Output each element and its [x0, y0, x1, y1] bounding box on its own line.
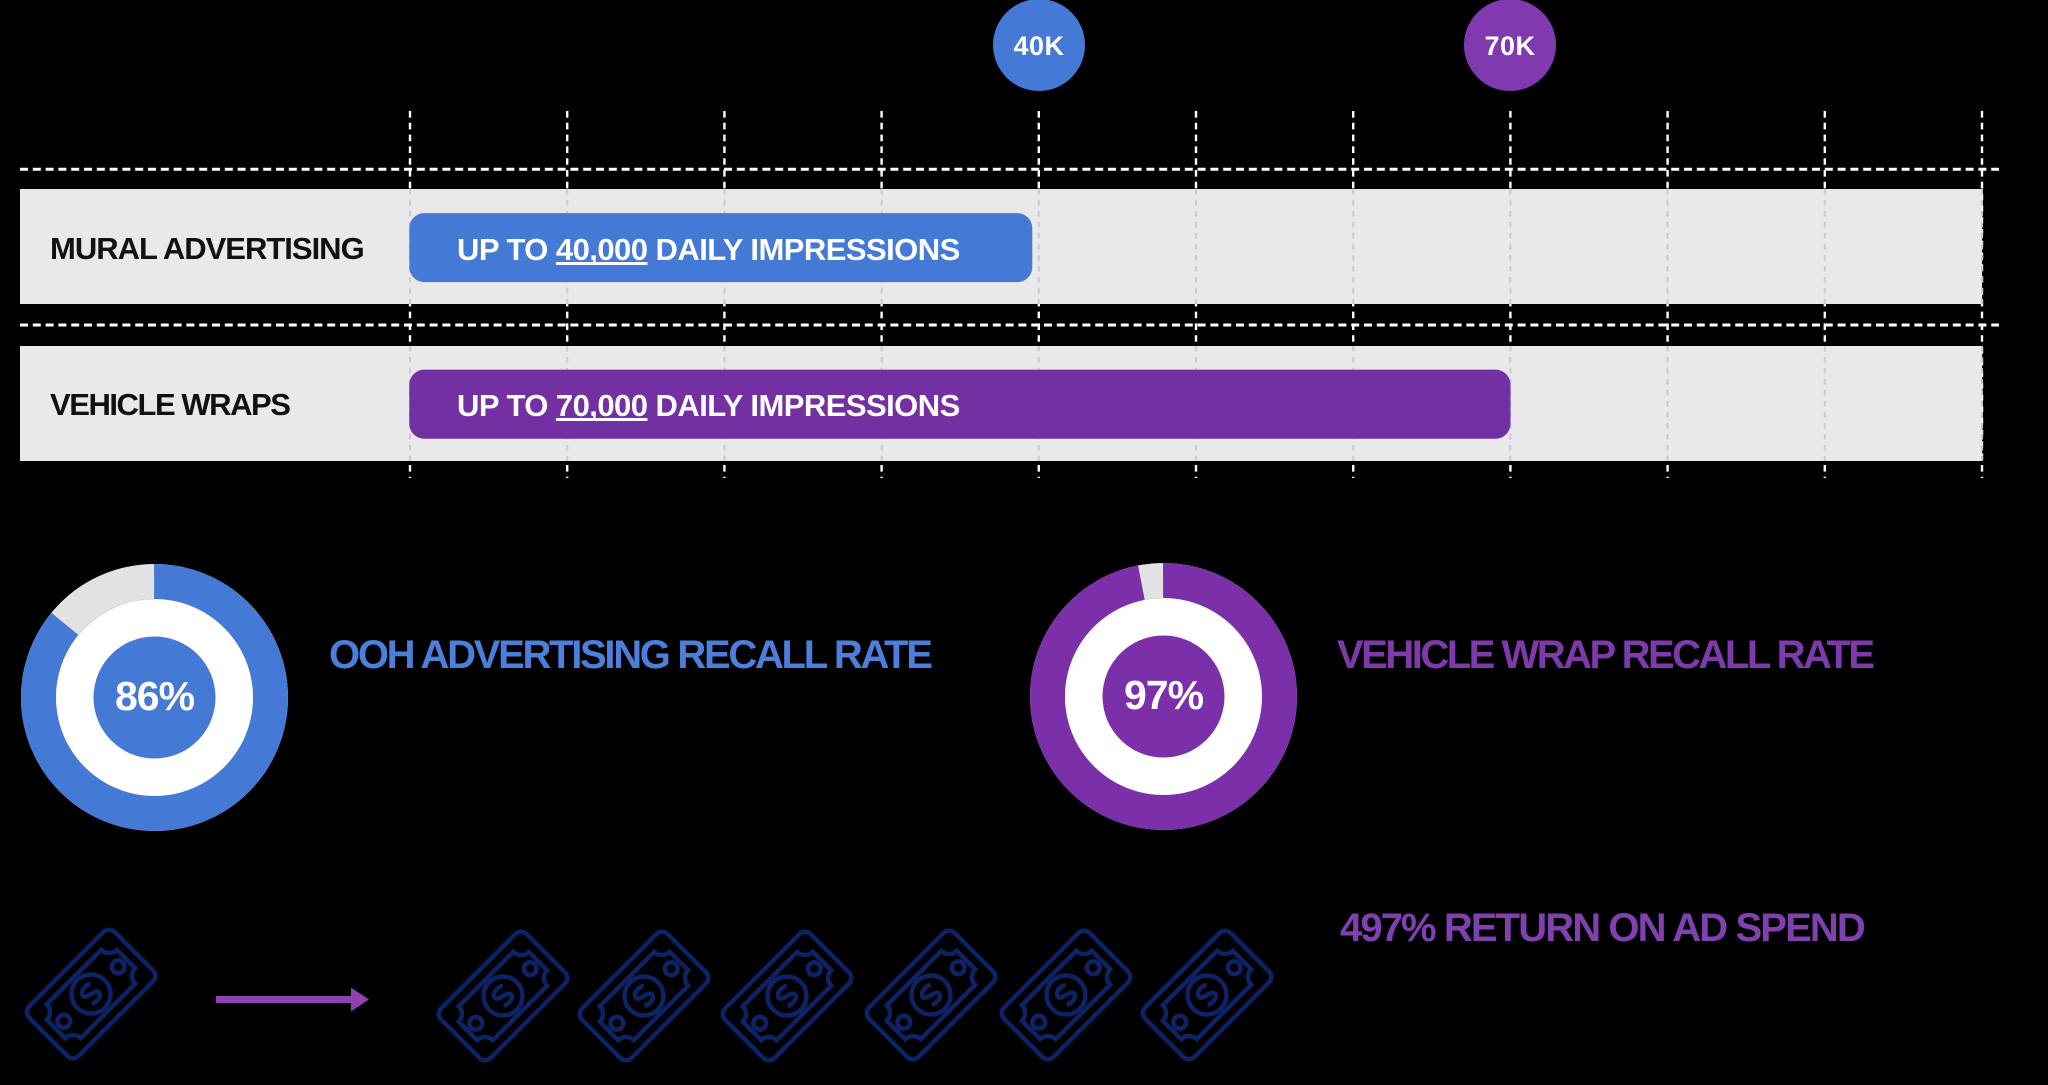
svg-text:97%: 97% — [1124, 672, 1204, 718]
svg-text:86%: 86% — [115, 673, 195, 719]
